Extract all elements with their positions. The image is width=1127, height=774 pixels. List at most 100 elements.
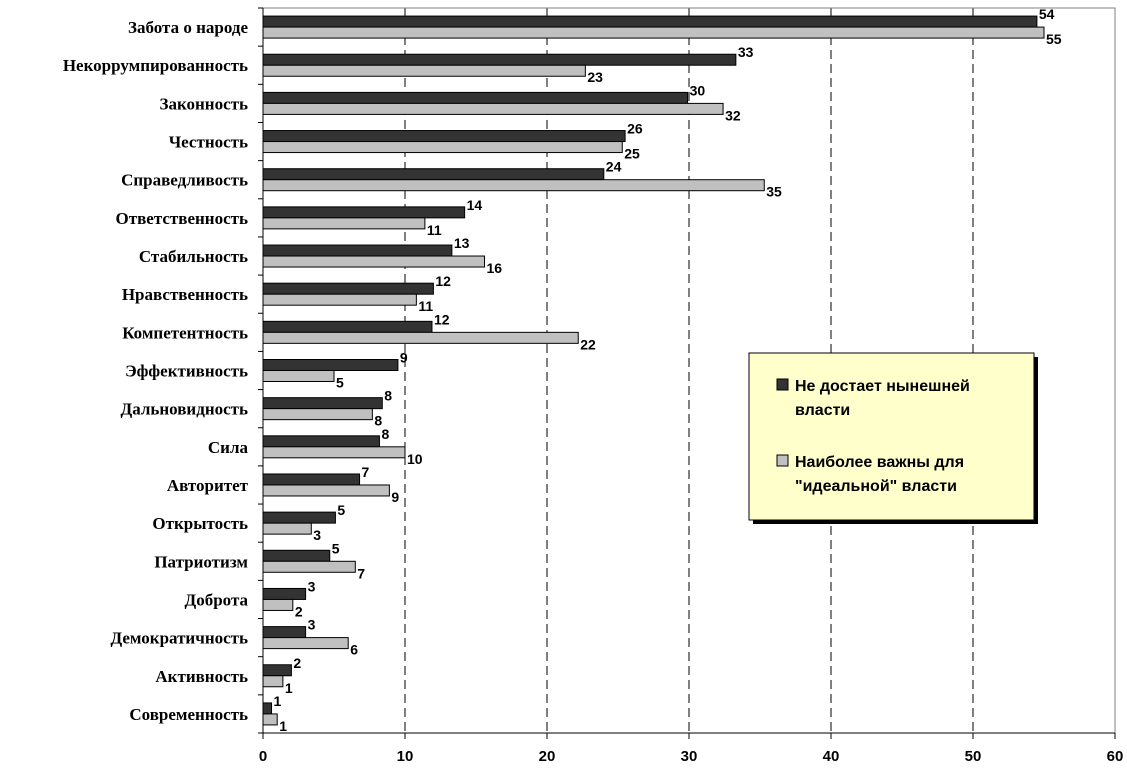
legend-box	[748, 352, 1035, 521]
bar-series-1	[262, 320, 433, 333]
bar-series-1	[262, 587, 307, 600]
category-label: Законность	[159, 94, 248, 113]
data-label: 8	[374, 413, 382, 429]
bar-series-2	[262, 370, 335, 382]
bar-series-1	[262, 282, 434, 295]
x-tick-label: 60	[1107, 748, 1124, 765]
bar-series-1	[262, 473, 361, 486]
category-label: Ответственность	[116, 209, 248, 228]
category-label: Современность	[129, 705, 248, 724]
category-label: Некоррумпированность	[63, 56, 248, 75]
bar-series-1	[262, 664, 292, 677]
bar-series-1	[262, 206, 466, 219]
bar-series-1	[262, 359, 399, 371]
category-label: Сила	[208, 438, 249, 457]
data-label: 11	[418, 298, 433, 314]
data-label: 3	[308, 578, 316, 594]
bar-series-1	[262, 626, 307, 639]
bar-series-1	[262, 130, 626, 143]
bar-series-2	[262, 713, 278, 726]
category-label: Открытость	[152, 514, 248, 533]
data-label: 8	[384, 388, 392, 404]
data-label: 54	[1039, 6, 1055, 22]
data-label: 12	[435, 273, 451, 289]
bar-series-2	[262, 484, 390, 497]
x-tick-label: 0	[259, 748, 267, 765]
bar-series-1	[262, 702, 273, 715]
bar-series-1	[262, 435, 380, 448]
bar-series-2	[262, 522, 312, 535]
data-label: 3	[313, 527, 321, 543]
legend-swatch	[776, 454, 789, 467]
bar-series-1	[262, 168, 605, 181]
data-label: 14	[467, 197, 483, 213]
category-label: Доброта	[185, 590, 249, 609]
data-label: 25	[624, 146, 640, 162]
data-label: 1	[274, 693, 282, 709]
data-label: 2	[293, 655, 301, 671]
category-label: Авторитет	[167, 476, 249, 495]
data-label: 5	[332, 540, 340, 556]
legend-label-line2: власти	[795, 402, 850, 419]
data-label: 13	[454, 235, 470, 251]
data-label: 23	[587, 69, 603, 85]
bar-series-2	[262, 217, 426, 230]
category-label: Справедливость	[121, 171, 248, 190]
data-label: 7	[362, 464, 370, 480]
data-label: 6	[350, 642, 358, 658]
data-label: 9	[400, 350, 408, 366]
bar-series-1	[262, 15, 1038, 28]
bar-series-1	[262, 91, 689, 104]
data-label: 9	[391, 489, 399, 505]
category-label: Стабильность	[139, 247, 248, 266]
bar-series-2	[262, 560, 356, 573]
bar-series-2	[262, 408, 373, 421]
data-label: 1	[279, 718, 287, 734]
category-label: Компетентность	[122, 323, 248, 342]
data-label: 5	[337, 502, 345, 518]
data-label: 11	[427, 222, 442, 238]
bar-series-2	[262, 102, 724, 115]
legend-label-line2: "идеальной" власти	[795, 478, 957, 495]
x-tick-label: 40	[823, 748, 840, 765]
bar-series-2	[262, 446, 406, 459]
category-label: Дальновидность	[121, 400, 249, 419]
data-label: 2	[295, 603, 303, 619]
category-label: Демократичность	[110, 629, 248, 648]
data-label: 55	[1046, 31, 1062, 47]
bar-series-2	[262, 179, 765, 192]
x-tick-label: 10	[397, 748, 414, 765]
bar-series-1	[262, 244, 453, 257]
bar-series-2	[262, 293, 417, 306]
bar-series-2	[262, 598, 294, 611]
data-label: 1	[285, 680, 293, 696]
legend-label: Наиболее важны для	[795, 454, 964, 471]
data-label: 10	[407, 451, 423, 467]
data-label: 16	[487, 260, 503, 276]
bar-series-2	[262, 675, 284, 688]
category-label: Патриотизм	[154, 552, 248, 571]
data-label: 35	[766, 184, 782, 200]
bar-series-2	[262, 26, 1045, 39]
bar-series-1	[262, 53, 737, 66]
x-tick-label: 30	[681, 748, 698, 765]
x-tick-label: 20	[539, 748, 556, 765]
data-label: 33	[738, 44, 754, 60]
bar-series-2	[262, 331, 579, 344]
data-label: 12	[434, 311, 450, 327]
bar-series-1	[262, 397, 383, 410]
data-label: 7	[357, 565, 365, 581]
data-label: 22	[580, 336, 596, 352]
data-label: 26	[627, 121, 643, 137]
x-tick-label: 50	[965, 748, 982, 765]
data-label: 32	[725, 107, 741, 123]
bar-series-2	[262, 64, 586, 77]
category-label: Забота о народе	[128, 18, 248, 37]
legend-label: Не достает нынешней	[795, 378, 970, 395]
data-label: 3	[308, 617, 316, 633]
category-label: Активность	[155, 667, 248, 686]
legend-swatch	[776, 378, 789, 391]
bar-series-2	[262, 141, 623, 154]
bar-series-2	[262, 637, 349, 650]
